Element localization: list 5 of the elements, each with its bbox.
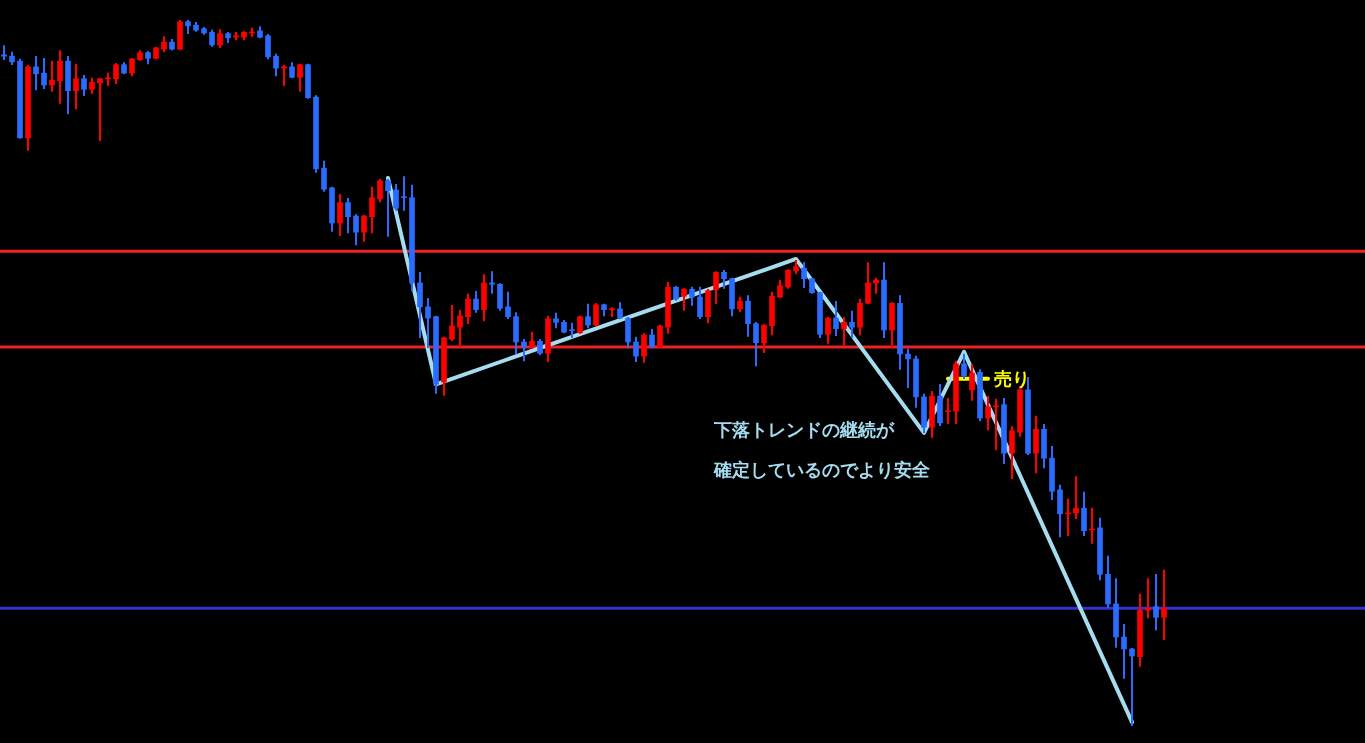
series-label: 売り xyxy=(994,368,1030,390)
candlestick xyxy=(1,45,7,61)
annotation: 確定しているのでより安全 xyxy=(714,458,930,482)
candlestick xyxy=(233,31,239,41)
annotation: 下落トレンドの継続が xyxy=(714,418,896,442)
